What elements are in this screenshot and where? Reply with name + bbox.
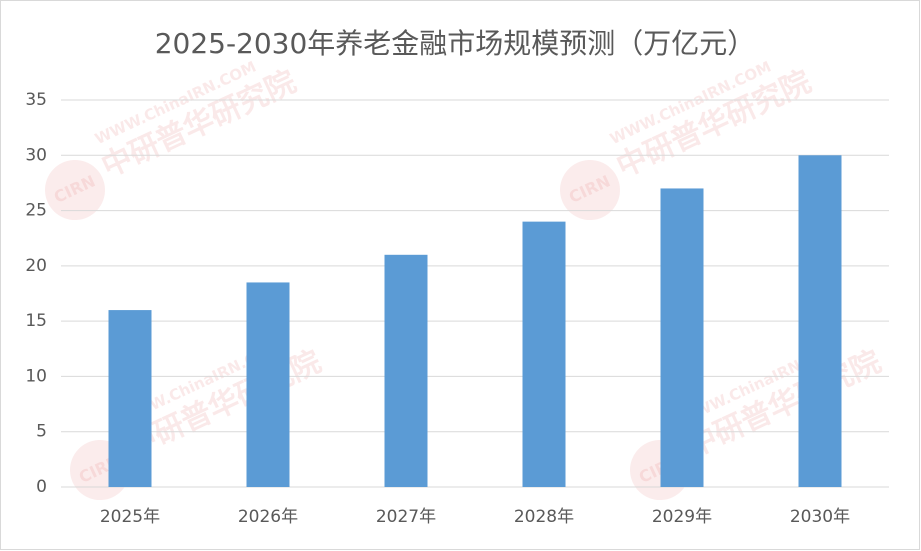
y-tick-label: 5: [36, 422, 47, 442]
y-tick-label: 35: [25, 90, 47, 110]
y-tick-label: 25: [25, 201, 47, 221]
x-tick-label: 2028年: [514, 507, 574, 527]
x-tick-label: 2026年: [238, 507, 298, 527]
watermark-logo-circle: [45, 160, 105, 220]
bar: [660, 188, 704, 487]
bar: [384, 254, 428, 487]
bar: [246, 282, 290, 487]
chart-title: 2025-2030年养老金融市场规模预测（万亿元）: [155, 27, 756, 60]
bar: [522, 221, 566, 487]
watermark-logo-circle: [560, 160, 620, 220]
x-tick-label: 2029年: [652, 507, 712, 527]
y-tick-label: 30: [25, 145, 47, 165]
y-tick-label: 0: [36, 477, 47, 497]
x-tick-label: 2025年: [100, 507, 160, 527]
x-tick-label: 2027年: [376, 507, 436, 527]
bar: [108, 310, 152, 487]
bar: [798, 155, 842, 488]
y-tick-label: 20: [25, 256, 47, 276]
y-tick-label: 15: [25, 311, 47, 331]
y-tick-label: 10: [25, 366, 47, 386]
x-tick-label: 2030年: [790, 507, 850, 527]
